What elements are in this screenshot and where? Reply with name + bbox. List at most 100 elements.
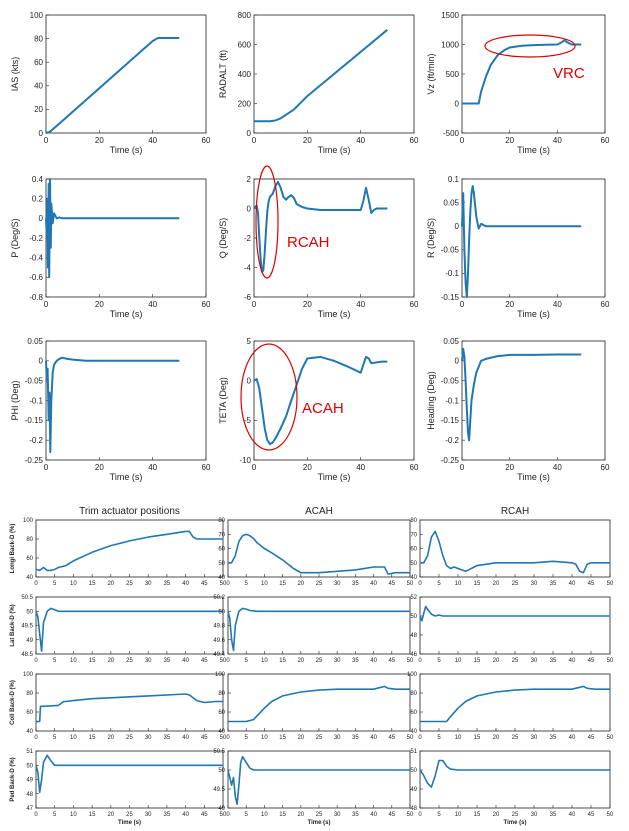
chart16-x-tick-label: 10 [70, 735, 77, 741]
chart20-x-tick-label: 10 [261, 812, 268, 818]
chart13-x-tick-label: 15 [89, 658, 96, 664]
chart3-x-tick-label: 40 [553, 136, 562, 145]
chart5-x-tick-label: 0 [252, 300, 257, 309]
chart20-x-tick-label: 30 [334, 812, 341, 818]
chart19-x-tick-label: 25 [126, 812, 133, 818]
chart17-series-line [228, 685, 410, 723]
chart8-x-tick-label: 40 [356, 463, 365, 472]
chart13-x-tick-label: 5 [53, 658, 57, 664]
chart14-x-tick-label: 5 [245, 658, 249, 664]
chart18-x-tick-label: 25 [512, 735, 519, 741]
chart11-x-tick-label: 10 [261, 581, 268, 587]
chart10-y-tick-label: 40 [26, 575, 33, 581]
chart21-x-tick-label: 10 [455, 812, 462, 818]
chart20-x-tick-label: 40 [370, 812, 377, 818]
chart3-y-tick-label: 500 [446, 70, 460, 79]
chart19-y-tick-label: 47 [26, 806, 33, 812]
chart13-x-tick-label: 20 [107, 658, 114, 664]
chart8-y-tick-label: -10 [239, 456, 251, 465]
chart7-y-tick-label: 0 [39, 357, 44, 366]
chart14-x-tick-label: 30 [334, 658, 341, 664]
chart11-x-tick-label: 35 [352, 581, 359, 587]
chart19-x-tick-label: 40 [182, 812, 189, 818]
chart6-y-tick-label: -0.1 [445, 269, 459, 278]
chart18-plot-area [419, 673, 611, 732]
chart9-x-tick-label: 20 [505, 463, 514, 472]
chart12-x-tick-label: 5 [437, 581, 441, 587]
chart13-y-tick-label: 49.5 [21, 624, 33, 630]
chart13-x-tick-label: 25 [126, 658, 133, 664]
chart12-y-tick-label: 40 [410, 575, 417, 581]
chart11-x-tick-label: 30 [334, 581, 341, 587]
chart14-x-tick-label: 45 [388, 658, 395, 664]
chart15-x-tick-label: 0 [418, 658, 422, 664]
chart6-x-tick-label: 60 [601, 300, 610, 309]
chart7-y-tick-label: -0.15 [25, 416, 44, 425]
chart4-y-tick-label: -0.4 [29, 253, 43, 262]
chart13-x-tick-label: 30 [145, 658, 152, 664]
chart21-x-tick-label: 45 [588, 812, 595, 818]
chart5-y-tick-label: -2 [244, 234, 252, 243]
chart21-x-tick-label: 20 [493, 812, 500, 818]
chart15-series-line [419, 605, 610, 622]
chart3-annotation-ellipse [484, 34, 576, 58]
chart6-x-axis-label: Time (s) [517, 309, 550, 319]
chart4-y-tick-label: -0.8 [29, 293, 43, 302]
chart21-y-tick-label: 50 [410, 768, 417, 774]
chart21-series-line [419, 759, 610, 788]
chart10-y-axis-label: Longi Back-D (%) [10, 524, 16, 574]
chart14-x-tick-label: 50 [407, 658, 414, 664]
chart4-y-tick-label: 0.4 [32, 175, 44, 184]
chart11-x-tick-label: 0 [226, 581, 230, 587]
chart9-y-tick-label: -0.2 [445, 436, 459, 445]
chart10-x-tick-label: 45 [201, 581, 208, 587]
chart6-x-tick-label: 20 [505, 300, 514, 309]
chart10-x-tick-label: 50 [220, 581, 227, 587]
chart8-y-tick-label: -5 [244, 416, 252, 425]
chart6-x-tick-label: 0 [460, 300, 465, 309]
chart17-x-tick-label: 0 [226, 735, 230, 741]
chart7-x-tick-label: 0 [44, 463, 49, 472]
chart10-series-line [35, 530, 223, 572]
chart19-y-tick-label: 48 [26, 792, 33, 798]
chart10-y-tick-label: 60 [26, 556, 33, 562]
chart15-y-tick-label: 48 [410, 633, 417, 639]
chart4-x-tick-label: 60 [202, 300, 211, 309]
chart1-y-tick-label: 100 [30, 11, 44, 20]
chart8-y-axis-label: TETA (Deg) [218, 377, 228, 424]
chart19-plot-area [35, 750, 224, 809]
chart10-x-tick-label: 20 [107, 581, 114, 587]
chart7-y-tick-label: -0.05 [25, 376, 44, 385]
chart5-y-axis-label: Q (Deg/S) [218, 218, 228, 259]
chart8-x-axis-label: Time (s) [318, 472, 351, 482]
chart1-x-axis-label: Time (s) [110, 145, 143, 155]
chart2-x-tick-label: 20 [303, 136, 312, 145]
chart18-x-tick-label: 45 [588, 735, 595, 741]
chart16-x-tick-label: 20 [107, 735, 114, 741]
chart14-y-tick-label: 49.6 [213, 638, 225, 644]
chart10-title: Trim actuator positions [79, 506, 180, 517]
chart18-x-tick-label: 15 [474, 735, 481, 741]
chart20-x-tick-label: 50 [407, 812, 414, 818]
chart17-x-tick-label: 50 [407, 735, 414, 741]
chart19-y-tick-label: 51 [26, 749, 33, 755]
chart1-y-tick-label: 0 [39, 129, 44, 138]
chart17-plot-area [227, 673, 411, 732]
chart11-y-tick-label: 70 [218, 532, 225, 538]
chart7-x-axis-label: Time (s) [110, 472, 143, 482]
chart17-y-tick-label: 100 [215, 672, 226, 678]
chart20-x-tick-label: 15 [279, 812, 286, 818]
chart10-x-tick-label: 25 [126, 581, 133, 587]
chart3-x-axis-label: Time (s) [517, 145, 550, 155]
chart16-x-tick-label: 45 [201, 735, 208, 741]
chart1-y-tick-label: 20 [34, 105, 43, 114]
chart18-x-tick-label: 40 [569, 735, 576, 741]
chart9-y-tick-label: -0.25 [441, 456, 460, 465]
chart13-plot-area [35, 596, 224, 655]
chart15-x-tick-label: 30 [531, 658, 538, 664]
chart1-y-tick-label: 60 [34, 58, 43, 67]
chart19-y-axis-label: Ped Back-D (%) [10, 757, 16, 801]
chart2-series-line [254, 29, 388, 123]
chart12-x-tick-label: 10 [455, 581, 462, 587]
chart9-x-tick-label: 0 [460, 463, 465, 472]
